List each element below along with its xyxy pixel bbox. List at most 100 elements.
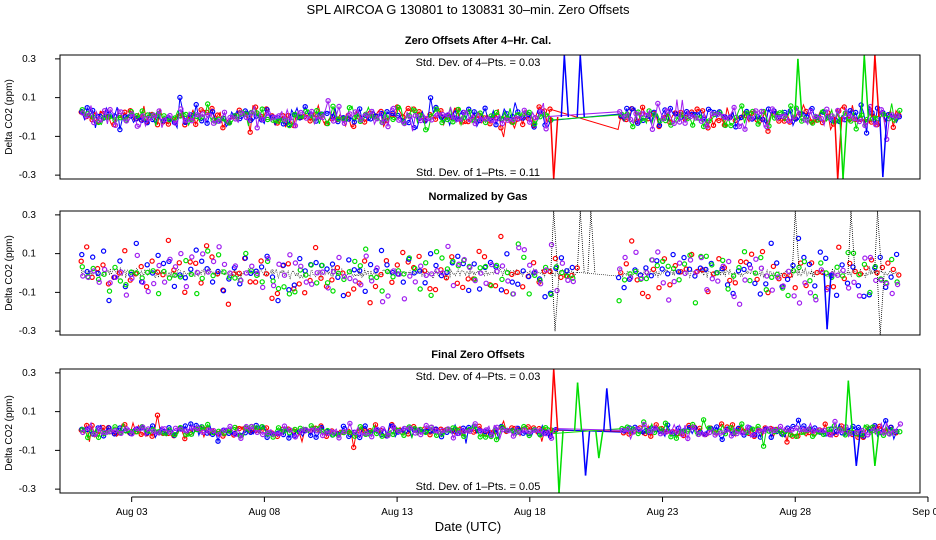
gas3-point xyxy=(324,120,331,127)
gas4-point xyxy=(543,267,549,273)
gas3-point xyxy=(95,276,102,283)
gas4-point xyxy=(775,115,781,121)
gas2-point xyxy=(861,293,867,299)
gas3-point xyxy=(84,434,91,441)
gas4-point xyxy=(666,297,672,303)
gas4-point xyxy=(837,427,844,433)
gas4-point xyxy=(319,269,326,275)
gas2-point xyxy=(264,434,270,441)
gas4-point xyxy=(698,118,705,124)
gas4-point xyxy=(617,108,623,115)
gas3-point xyxy=(275,425,282,431)
x-tick-label: Aug 18 xyxy=(514,507,546,518)
gas3-point xyxy=(692,300,699,306)
gas1-point xyxy=(247,279,253,285)
gas2-point xyxy=(504,251,510,257)
gas3-point xyxy=(532,272,538,278)
gas4-point xyxy=(720,263,726,269)
gas1-point xyxy=(847,260,853,267)
gas1-point xyxy=(269,295,275,301)
gas4-point xyxy=(780,113,786,120)
gas1-point xyxy=(792,285,798,291)
gas3-point xyxy=(703,253,710,259)
gas3-point xyxy=(880,432,887,438)
gas4-point xyxy=(796,300,803,306)
gas4-point xyxy=(281,423,288,429)
gas4-point xyxy=(396,271,402,277)
gas2-point xyxy=(471,261,477,267)
gas1-point xyxy=(718,421,725,427)
std-dev-1pt-annotation: Std. Dev. of 1–Pts. = 0.11 xyxy=(416,167,540,179)
gas4-point xyxy=(260,431,266,438)
gas2-point xyxy=(422,280,428,286)
panel-title: Normalized by Gas xyxy=(428,191,527,203)
gas2-point xyxy=(735,268,742,274)
gas4-point xyxy=(510,291,517,297)
gas3-point xyxy=(128,269,134,275)
gas2-spike-return xyxy=(826,272,832,330)
gas4-point xyxy=(736,123,743,130)
gas2-point xyxy=(752,280,758,287)
gas3-point xyxy=(752,270,759,276)
gas4-point xyxy=(676,119,683,125)
gas2-point xyxy=(643,265,649,271)
gas4-point xyxy=(818,267,825,273)
gas2-spike-return xyxy=(855,430,862,466)
gas4-point xyxy=(676,260,683,266)
gas2-point xyxy=(89,254,96,260)
gas2-point xyxy=(357,106,363,112)
gas4-point xyxy=(769,287,776,293)
gas4-point xyxy=(622,113,628,120)
gas3-point xyxy=(210,272,216,279)
gas1-spike-return xyxy=(552,116,559,180)
gas2-point xyxy=(177,94,183,101)
gas4-point xyxy=(532,427,538,433)
gas3-spike-return xyxy=(874,430,880,466)
gas4-point xyxy=(532,269,538,275)
gas1-point xyxy=(192,121,199,128)
gas2-spike-return xyxy=(584,430,591,476)
gas1-point xyxy=(822,421,828,427)
gas4-point xyxy=(753,108,759,114)
gas4-point xyxy=(330,429,337,435)
gas1-point xyxy=(187,259,193,265)
gas4-point xyxy=(461,256,467,263)
gas4-point xyxy=(663,429,669,435)
gas2-point xyxy=(850,264,856,270)
gas3-point xyxy=(275,285,282,292)
gas4-point xyxy=(309,108,315,115)
gas1-point xyxy=(520,284,526,290)
gas3-point xyxy=(739,421,745,427)
gas2-point xyxy=(373,267,379,274)
gas3-point xyxy=(725,286,731,292)
gas4-point xyxy=(785,268,792,274)
gas3-point xyxy=(433,106,440,112)
gas1-point xyxy=(498,125,504,131)
gas3-spike-return xyxy=(576,382,583,432)
gas3-point xyxy=(750,426,756,432)
gas2-point xyxy=(471,109,477,115)
gas4-point xyxy=(243,114,249,121)
gas4-point xyxy=(478,116,484,123)
gas2-point xyxy=(89,107,96,114)
gas3-point xyxy=(728,425,734,431)
gas3-point xyxy=(744,110,750,116)
plot-area xyxy=(78,54,903,180)
gas3-point xyxy=(809,120,816,126)
gas3-point xyxy=(521,254,527,260)
gas2-point xyxy=(763,281,769,287)
gas3-point xyxy=(292,289,298,295)
gas1-point xyxy=(449,254,455,260)
gas3-point xyxy=(412,265,418,272)
gas4-point xyxy=(467,264,473,271)
gas3-point xyxy=(123,282,129,288)
gas3-point xyxy=(335,116,342,122)
gas1-point xyxy=(405,105,411,112)
gas3-point xyxy=(79,106,86,113)
gas1-point xyxy=(503,289,510,295)
gas1-point xyxy=(236,270,242,276)
gas2-point xyxy=(569,264,576,271)
gas3-point xyxy=(521,423,527,430)
gas4-point xyxy=(646,428,653,435)
gas2-point xyxy=(357,434,363,441)
